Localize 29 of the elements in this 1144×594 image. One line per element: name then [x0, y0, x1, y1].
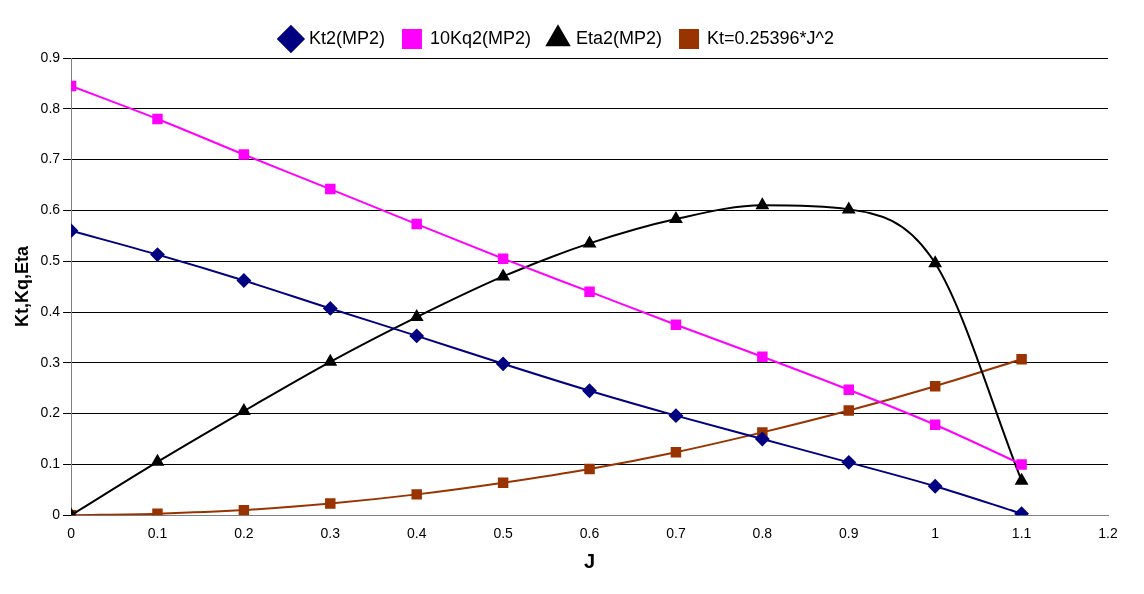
x-tick-label: 0.5 — [493, 525, 514, 542]
x-tick-label: 1.1 — [1011, 525, 1032, 542]
y-tick-label: 0.3 — [40, 353, 61, 370]
x-tick-label: 0.9 — [839, 525, 859, 542]
x-tick-label: 0.2 — [234, 525, 254, 542]
y-tick-label: 0 — [52, 506, 61, 523]
y-tick-label: 0.8 — [40, 99, 61, 116]
x-tick-label: 0.6 — [579, 525, 600, 542]
x-tick-label: 0.4 — [406, 525, 427, 542]
y-tick-label: 0.7 — [40, 150, 61, 167]
x-tick-label: 0.8 — [752, 525, 773, 542]
legend-label: Kt2(MP2) — [308, 27, 385, 48]
y-tick-label: 0.5 — [40, 252, 61, 269]
legend-label: 10Kq2(MP2) — [429, 27, 532, 48]
y-tick-label: 0.2 — [40, 404, 61, 421]
y-tick-label: 0.1 — [40, 455, 61, 472]
y-tick-label: 0.4 — [40, 302, 61, 319]
x-tick-label: 0.1 — [147, 525, 168, 542]
x-axis-title: J — [583, 549, 596, 572]
x-tick-label: 0 — [67, 525, 76, 542]
legend-label: Eta2(MP2) — [576, 27, 663, 48]
y-tick-label: 0.9 — [40, 48, 61, 65]
x-tick-label: 0.7 — [666, 525, 686, 542]
legend-label: Kt=0.25396*J^2 — [707, 27, 835, 48]
y-axis-title: Kt,Kq,Eta — [11, 245, 32, 328]
x-tick-label: 0.3 — [320, 525, 341, 542]
x-tick-label: 1 — [931, 525, 940, 542]
y-tick-label: 0.6 — [40, 201, 61, 218]
x-tick-label: 1.2 — [1098, 525, 1118, 542]
